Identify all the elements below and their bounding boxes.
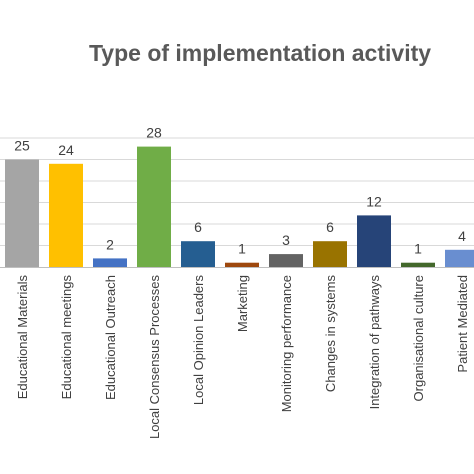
category-label: Local Consensus Processes: [147, 275, 162, 440]
category-label: Educational Outreach: [103, 275, 118, 400]
bar: [357, 215, 391, 267]
value-labels: 25 24 2 28 6 1 3 6 12 1 4: [14, 125, 466, 257]
value-label: 1: [238, 241, 246, 257]
bar: [137, 146, 171, 267]
category-label: Marketing: [235, 275, 250, 332]
category-label: Integration of pathways: [367, 275, 382, 410]
category-label: Organisational culture: [411, 275, 426, 401]
value-label: 12: [366, 193, 382, 209]
category-label: Educational meetings: [59, 275, 74, 400]
value-label: 1: [414, 241, 422, 257]
bar: [93, 258, 127, 267]
value-label: 28: [146, 125, 162, 141]
bar: [269, 254, 303, 267]
bar: [225, 262, 259, 267]
bar: [181, 241, 215, 267]
category-label: Educational Materials: [15, 275, 30, 400]
bar: [313, 241, 347, 267]
category-label: Patient Mediated: [455, 275, 470, 373]
value-label: 25: [14, 138, 30, 154]
value-label: 24: [58, 142, 74, 158]
category-label: Changes in systems: [323, 275, 338, 393]
category-labels: Educational Materials Educational meeting…: [15, 275, 470, 440]
value-label: 3: [282, 232, 290, 248]
chart-title: Type of implementation activity: [88, 40, 432, 66]
value-label: 4: [458, 228, 466, 244]
bar: [401, 262, 435, 267]
category-label: Local Opinion Leaders: [191, 275, 206, 406]
value-label: 6: [326, 219, 334, 235]
category-label: Monitoring performance: [279, 275, 294, 412]
bars: [5, 146, 474, 267]
value-label: 2: [106, 236, 114, 252]
bar: [49, 163, 83, 267]
value-label: 6: [194, 219, 202, 235]
bar: [5, 159, 39, 267]
bar: [445, 249, 474, 267]
